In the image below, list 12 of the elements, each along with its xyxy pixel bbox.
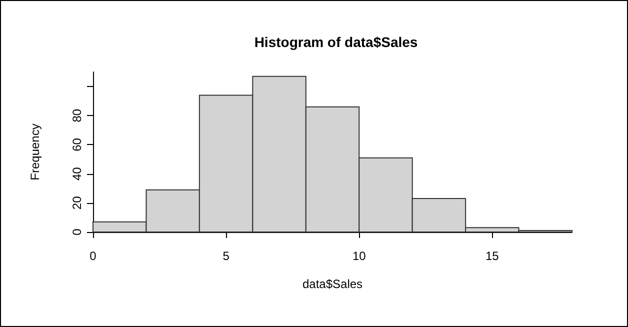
y-tick-label: 0 [70,228,84,236]
y-axis-title: Frequency [28,124,42,180]
x-tick-label: 5 [222,249,230,263]
y-tick-label: 40 [70,166,84,180]
y-tick-label: 60 [70,138,84,152]
y-tick-label: 20 [70,196,84,210]
x-tick-label: 15 [485,249,500,263]
x-axis-title: data$Sales [302,277,363,291]
x-tick-label: 10 [352,249,366,263]
x-tick-label: 0 [90,249,97,263]
y-tick-label: 80 [70,108,84,122]
chart-title: Histogram of data$Sales [254,34,418,50]
